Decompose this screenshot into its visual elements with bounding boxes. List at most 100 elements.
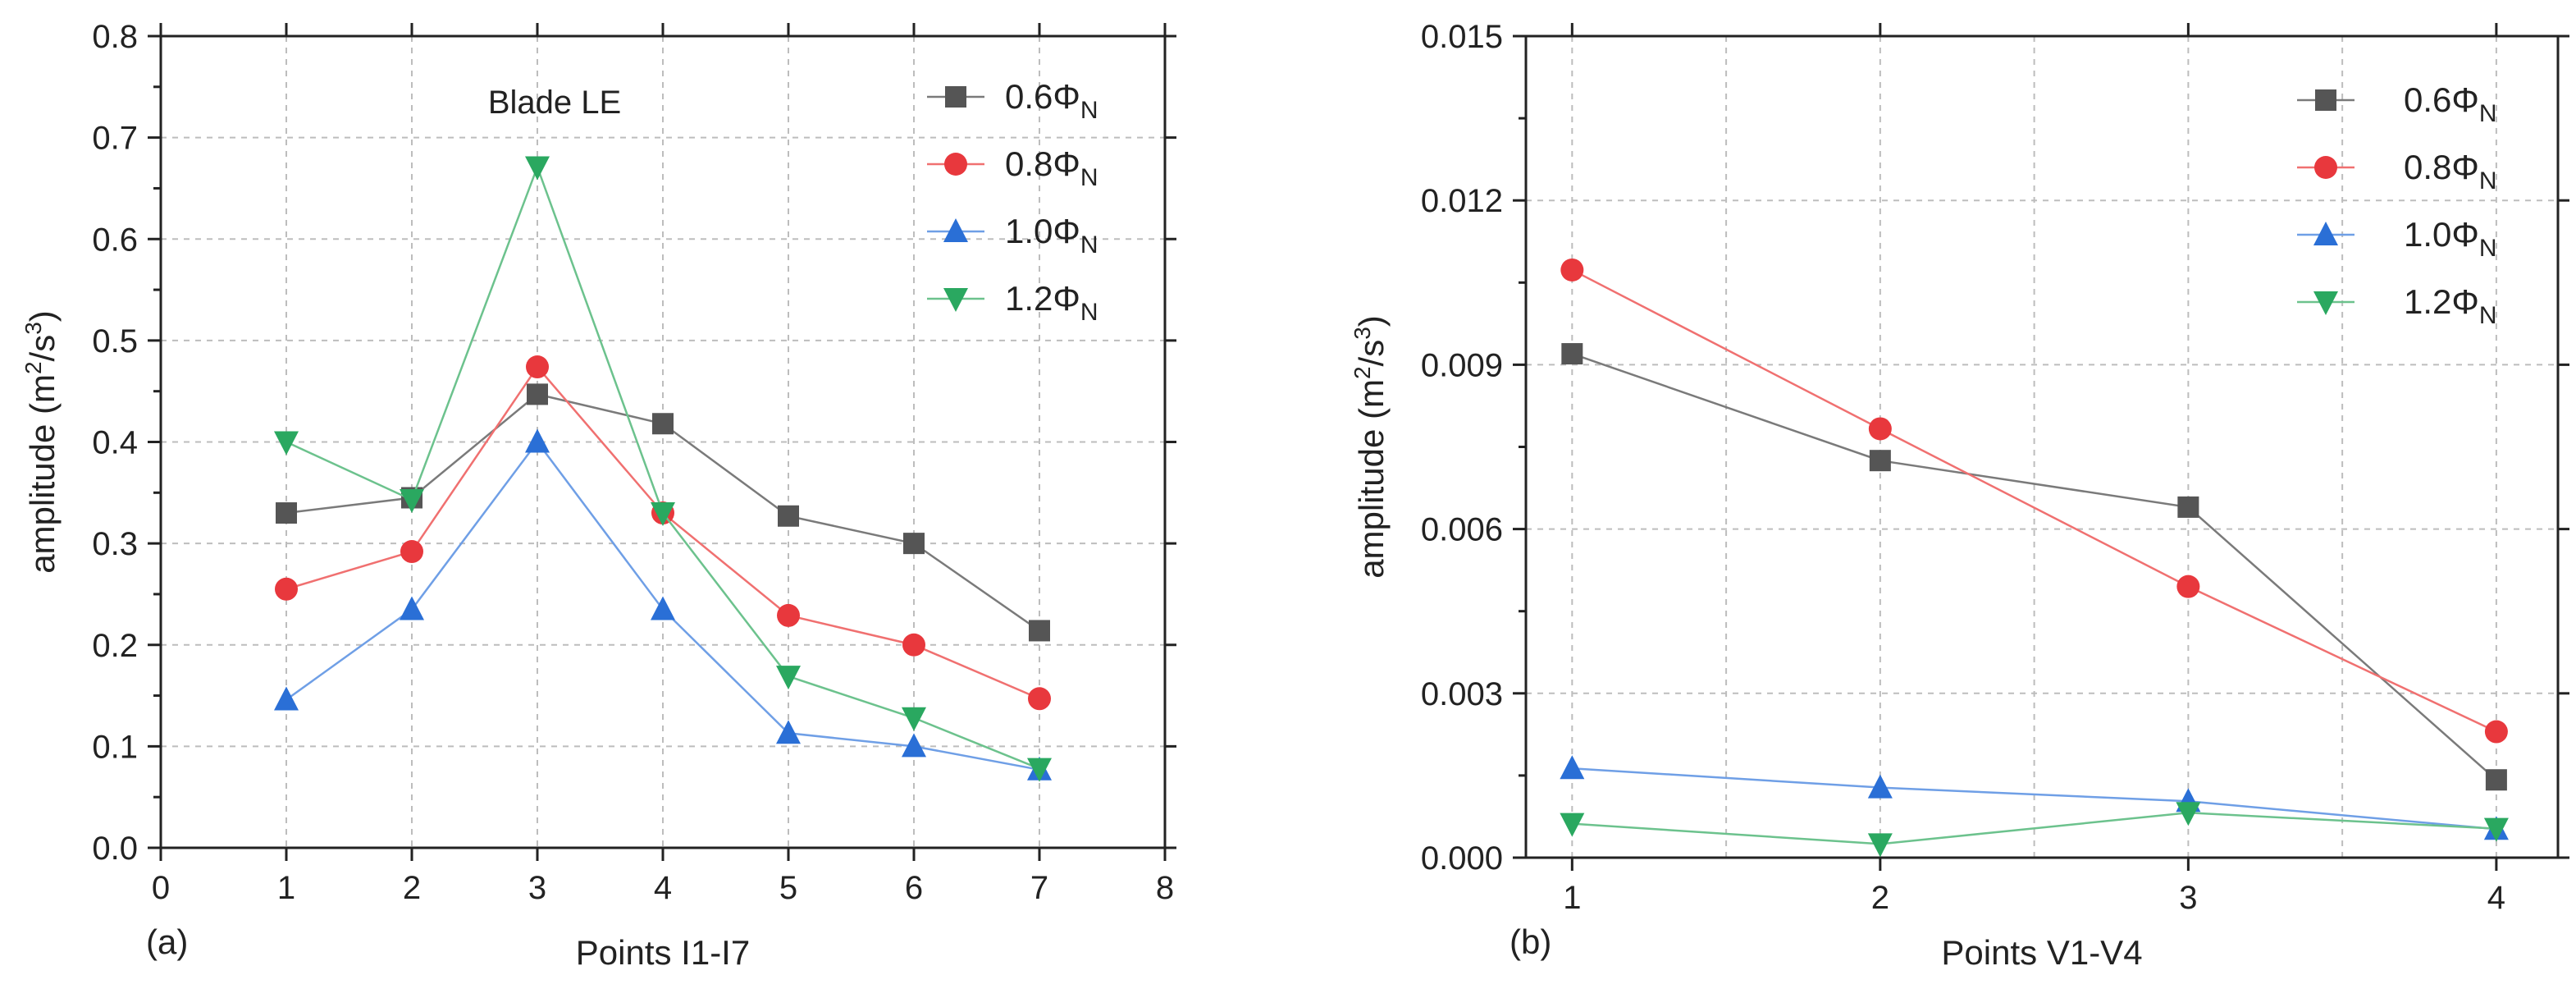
y-tick-label: 0.006 bbox=[1421, 512, 1503, 548]
data-point bbox=[527, 383, 548, 405]
legend-label: 1.2ΦN bbox=[2404, 282, 2497, 329]
legend-label: 0.6ΦN bbox=[2404, 80, 2497, 127]
x-tick-label: 4 bbox=[654, 870, 672, 906]
y-tick-label: 0.5 bbox=[92, 323, 138, 359]
x-tick-label: 1 bbox=[1563, 880, 1581, 916]
series-line bbox=[1572, 767, 2497, 831]
legend-label-sub: N bbox=[2479, 235, 2497, 262]
legend-label: 1.2ΦN bbox=[1005, 279, 1098, 326]
y-axis-title-part: ) bbox=[23, 310, 62, 322]
x-tick-label: 5 bbox=[779, 870, 797, 906]
legend-marker bbox=[2313, 291, 2338, 315]
data-point bbox=[1027, 758, 1052, 782]
y-tick-label: 0.3 bbox=[92, 526, 138, 562]
series-3 bbox=[274, 156, 1052, 782]
y-axis-title-part: /s bbox=[23, 335, 62, 362]
legend-label-main: 1.0Φ bbox=[1005, 212, 1080, 250]
x-axis-title: Points V1-V4 bbox=[1941, 933, 2142, 972]
y-tick-label: 0.0 bbox=[92, 831, 138, 867]
data-point bbox=[777, 603, 800, 627]
data-point bbox=[525, 428, 550, 453]
data-point bbox=[1560, 258, 1584, 282]
data-point bbox=[1560, 755, 1585, 780]
data-point bbox=[2483, 817, 2509, 842]
x-tick-label: 4 bbox=[2487, 880, 2505, 916]
data-point bbox=[526, 355, 549, 379]
x-tick-label: 8 bbox=[1156, 870, 1174, 906]
legend-marker bbox=[2315, 89, 2336, 111]
legend-label-main: 1.2Φ bbox=[2404, 282, 2479, 321]
data-point bbox=[1028, 687, 1051, 711]
data-point bbox=[778, 505, 799, 527]
x-tick-label: 2 bbox=[1871, 880, 1889, 916]
y-axis-title-part: ) bbox=[1352, 315, 1391, 327]
data-point bbox=[651, 502, 675, 527]
data-point bbox=[276, 502, 297, 524]
legend-label-sub: N bbox=[2479, 167, 2497, 195]
panel-label: (a) bbox=[146, 922, 188, 961]
x-tick-label: 7 bbox=[1030, 870, 1048, 906]
legend-marker bbox=[945, 86, 966, 108]
y-tick-label: 0.003 bbox=[1421, 676, 1503, 712]
y-tick-label: 0.1 bbox=[92, 729, 138, 765]
annotation-label: Blade LE bbox=[488, 85, 621, 121]
y-tick-label: 0.4 bbox=[92, 425, 138, 461]
data-point bbox=[400, 596, 424, 620]
y-axis-title: amplitude (m2/s3) bbox=[1350, 315, 1391, 579]
legend-label: 0.6ΦN bbox=[1005, 77, 1098, 124]
data-point bbox=[274, 431, 299, 456]
chart-panel-b: 1 2 3 4 0.000 0.003 0.006 0.009 0.012 0.015 Points… bbox=[1350, 19, 2569, 972]
legend-label-main: 1.2Φ bbox=[1005, 279, 1080, 318]
x-axis-title: Points I1-I7 bbox=[576, 933, 750, 972]
y-axis-title-part: amplitude (m bbox=[1352, 379, 1391, 579]
data-point bbox=[776, 666, 801, 690]
legend-marker bbox=[943, 288, 968, 312]
data-point bbox=[902, 707, 926, 731]
series-line bbox=[1571, 352, 2497, 781]
data-point bbox=[1869, 450, 1891, 472]
y-tick-label: 0.015 bbox=[1421, 19, 1503, 55]
series-0 bbox=[1561, 343, 2507, 791]
data-point bbox=[2484, 720, 2508, 744]
legend-marker bbox=[2314, 156, 2337, 179]
y-tick-label: 0.012 bbox=[1421, 183, 1503, 219]
chart-panel-a: 0 1 2 3 4 5 6 7 8 0.0 0.1 0.2 0.3 0.4 0.5 0.6 0.7 0.8 Poin… bbox=[21, 19, 1176, 972]
x-tick-label: 2 bbox=[403, 870, 421, 906]
y-tick-label: 0.7 bbox=[92, 121, 138, 157]
x-tick-label: 3 bbox=[2179, 880, 2197, 916]
y-axis-title-part: 3 bbox=[21, 322, 46, 335]
data-point bbox=[2177, 496, 2199, 518]
legend-label-main: 1.0Φ bbox=[2404, 215, 2479, 254]
y-tick-label: 0.009 bbox=[1421, 347, 1503, 383]
legend-label-sub: N bbox=[1080, 164, 1098, 191]
legend-label: 0.8ΦN bbox=[1005, 144, 1098, 191]
data-point bbox=[400, 540, 423, 564]
y-axis-title-part: /s bbox=[1352, 340, 1391, 367]
y-axis-title: amplitude (m2/s3) bbox=[21, 310, 62, 574]
y-tick-label: 0.6 bbox=[92, 222, 138, 258]
data-point bbox=[1560, 813, 1585, 837]
data-point bbox=[2176, 802, 2201, 826]
legend-label-sub: N bbox=[1080, 299, 1098, 326]
legend-marker bbox=[943, 218, 968, 242]
data-point bbox=[651, 596, 675, 620]
legend-label-main: 0.6Φ bbox=[2404, 80, 2479, 119]
y-tick-label: 0.8 bbox=[92, 19, 138, 55]
x-tick-label: 6 bbox=[905, 870, 923, 906]
legend-label-sub: N bbox=[2479, 302, 2497, 329]
y-axis-title-part: amplitude (m bbox=[23, 374, 62, 574]
data-point bbox=[1029, 620, 1050, 642]
legend-label: 1.0ΦN bbox=[1005, 212, 1098, 259]
y-tick-label: 0.000 bbox=[1421, 840, 1503, 877]
series-3 bbox=[1560, 802, 2509, 858]
series-line bbox=[1572, 812, 2496, 845]
data-point bbox=[902, 633, 925, 657]
y-axis-title-part: 3 bbox=[1350, 327, 1375, 340]
data-point bbox=[1561, 343, 1583, 365]
data-point bbox=[274, 686, 299, 711]
y-axis-title-part: 2 bbox=[1350, 366, 1375, 379]
data-point bbox=[2176, 575, 2200, 598]
legend-label-sub: N bbox=[1080, 231, 1098, 259]
legend-label: 0.8ΦN bbox=[2404, 148, 2497, 195]
